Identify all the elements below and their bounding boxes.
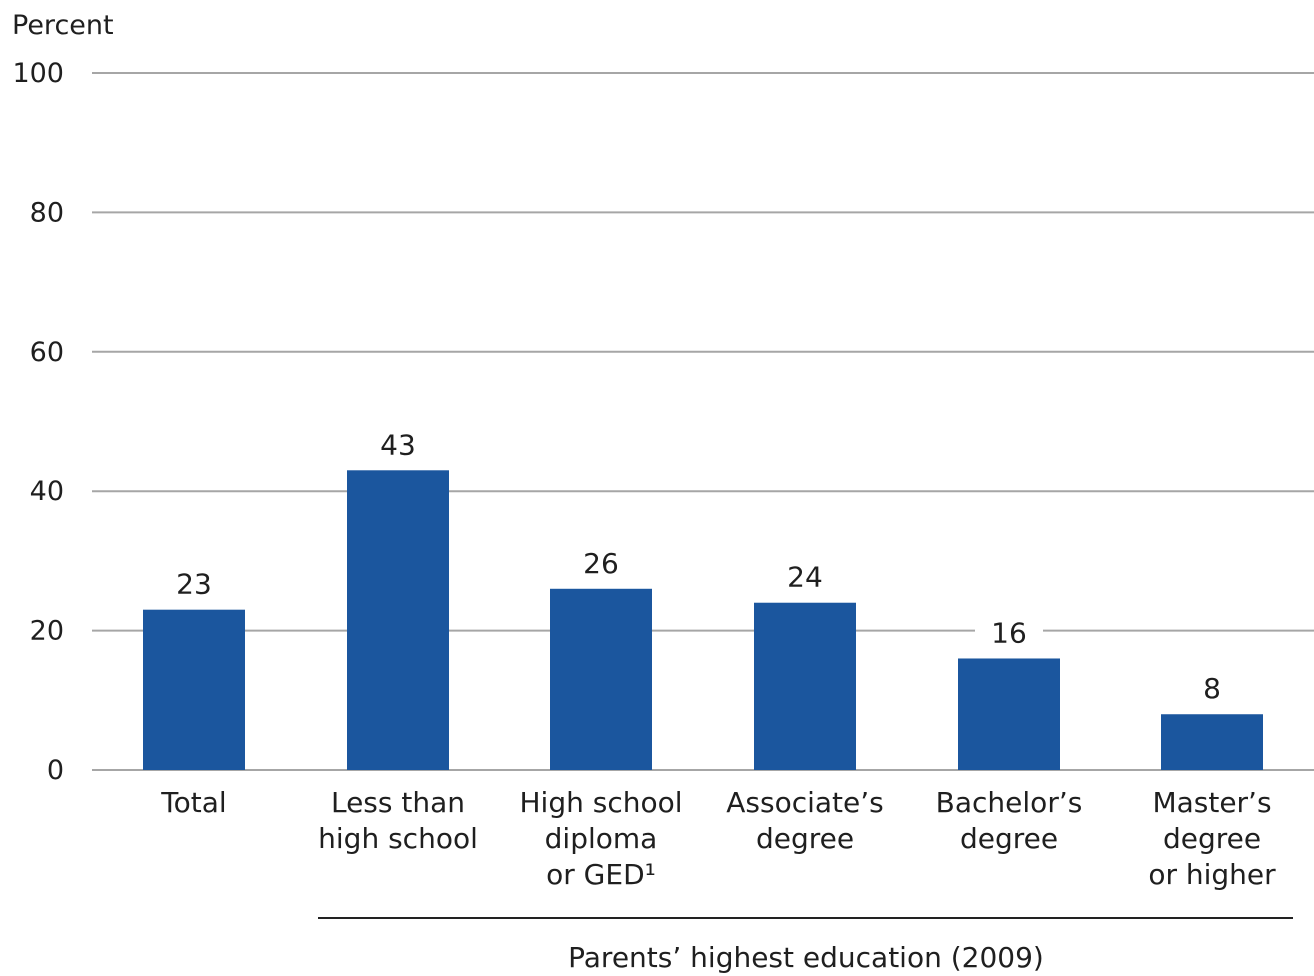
category-label: or higher <box>1148 858 1276 891</box>
grid-layer: 0 20 40 60 80 100 <box>12 58 1314 786</box>
bar <box>958 658 1060 770</box>
y-tick-label: 80 <box>30 197 64 228</box>
data-label: 8 <box>1203 672 1221 705</box>
data-label: 43 <box>380 428 416 461</box>
y-tick-label: 100 <box>12 58 64 89</box>
bar <box>1161 714 1263 770</box>
data-label: 16 <box>991 616 1027 649</box>
y-tick-label: 0 <box>47 755 64 786</box>
category-label: Total <box>160 786 226 819</box>
bar <box>347 470 449 770</box>
category-label: or GED¹ <box>546 858 656 891</box>
bar <box>143 609 245 770</box>
data-label-background <box>975 614 1043 651</box>
data-label: 23 <box>176 568 212 601</box>
y-tick-label: 40 <box>30 476 64 507</box>
y-axis-title: Percent <box>12 10 114 41</box>
category-label: Associate’s <box>726 786 884 819</box>
group-title: Parents’ highest education (2009) <box>568 941 1044 974</box>
bars-layer <box>143 470 1263 770</box>
data-label: 24 <box>787 561 823 594</box>
category-label: degree <box>756 822 854 855</box>
category-label: diploma <box>545 822 658 855</box>
category-label: high school <box>318 822 478 855</box>
y-tick-label: 60 <box>30 337 64 368</box>
category-label: degree <box>960 822 1058 855</box>
category-label: degree <box>1163 822 1261 855</box>
bar <box>754 602 856 770</box>
group-layer: Parents’ highest education (2009) <box>318 917 1293 974</box>
category-label: Bachelor’s <box>936 786 1083 819</box>
category-label: High school <box>519 786 682 819</box>
category-label: Less than <box>331 786 465 819</box>
y-tick-label: 20 <box>30 616 64 647</box>
bar <box>550 588 652 770</box>
data-label: 26 <box>583 547 619 580</box>
category-label: Master’s <box>1152 786 1271 819</box>
